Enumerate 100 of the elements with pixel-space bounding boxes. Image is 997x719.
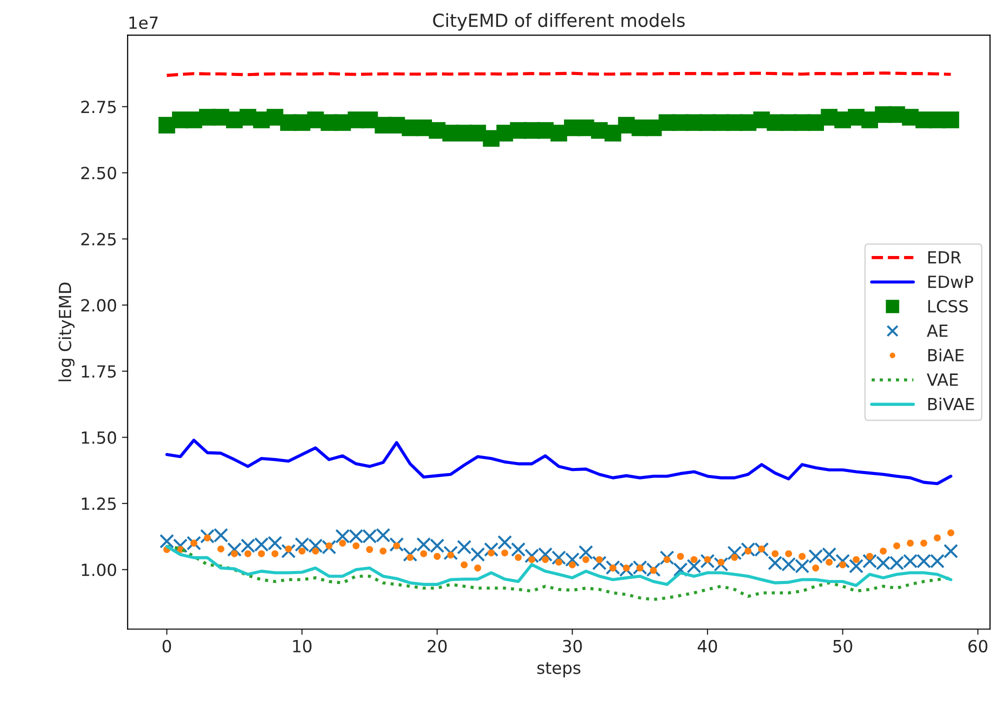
point	[190, 540, 198, 547]
point	[690, 556, 698, 564]
point	[934, 534, 941, 542]
point	[380, 548, 387, 555]
point	[920, 540, 928, 547]
point	[880, 548, 887, 555]
point	[204, 534, 211, 542]
x-tick-label: 30	[563, 640, 582, 652]
point	[528, 556, 536, 564]
y-tick-label: 1.75	[82, 365, 116, 378]
legend-label: VAE	[926, 374, 958, 386]
point	[366, 546, 374, 553]
point	[456, 540, 472, 554]
point	[406, 554, 414, 561]
point	[744, 548, 752, 555]
y-axis-title: log CityEMD	[58, 282, 75, 382]
point	[826, 558, 833, 566]
point	[326, 542, 332, 550]
point	[893, 542, 900, 550]
point	[460, 561, 468, 568]
legend-label: BiVAE	[928, 398, 974, 410]
text: 1e7	[129, 16, 158, 30]
point	[447, 552, 454, 559]
point	[555, 558, 562, 566]
x-tick-label: 20	[428, 640, 447, 652]
point	[731, 554, 738, 561]
x-tick-label: 50	[833, 640, 852, 652]
point	[772, 550, 779, 558]
point	[622, 564, 630, 572]
y-tick-label: 2.00	[81, 299, 116, 312]
point	[578, 545, 594, 560]
point	[542, 556, 549, 564]
point	[942, 112, 960, 128]
legend-label: EDR	[928, 251, 962, 264]
x-tick-label: 10	[293, 640, 312, 652]
point	[488, 549, 495, 556]
x-tick-label: 0	[162, 640, 172, 652]
x-tick-label: 40	[698, 640, 718, 652]
point	[609, 564, 616, 572]
point	[947, 529, 954, 536]
point	[852, 556, 860, 564]
legend-label: EDwP	[928, 276, 974, 288]
point	[474, 564, 482, 572]
y-tick-label: 2.75	[81, 100, 116, 114]
point	[785, 550, 792, 558]
point	[389, 537, 404, 552]
y-tick-label: 1.25	[82, 497, 116, 510]
y-tick-label: 1.50	[82, 431, 116, 444]
point	[217, 545, 224, 552]
point	[812, 564, 820, 572]
point	[663, 556, 670, 564]
point	[285, 545, 292, 552]
point	[497, 535, 512, 550]
point	[839, 561, 846, 568]
point	[312, 548, 319, 555]
point	[660, 550, 674, 565]
point	[230, 550, 238, 558]
point	[160, 534, 174, 549]
x-tick-label: 60	[968, 640, 988, 652]
y-tick-label: 2.50	[81, 166, 116, 180]
point	[906, 540, 914, 547]
point	[510, 542, 526, 557]
legend-label: LCSS	[928, 300, 968, 313]
point	[835, 554, 850, 568]
point	[258, 550, 265, 558]
legend-label: BiAE	[928, 348, 964, 362]
point	[758, 545, 766, 552]
point	[434, 552, 441, 560]
point	[420, 550, 428, 558]
point	[582, 556, 590, 564]
point	[352, 542, 360, 550]
point	[568, 561, 576, 568]
point	[470, 547, 486, 562]
point	[718, 558, 724, 566]
point	[271, 550, 278, 558]
y-tick-label: 2.25	[81, 232, 116, 246]
point	[848, 558, 864, 574]
point	[798, 552, 806, 560]
point	[677, 552, 684, 560]
point	[244, 550, 252, 558]
point	[596, 556, 603, 564]
point	[281, 544, 296, 558]
point	[393, 542, 400, 550]
point	[592, 556, 607, 570]
x-axis-title: steps	[537, 662, 580, 678]
point	[866, 552, 874, 560]
point	[402, 547, 418, 562]
point	[298, 548, 306, 555]
chart-title: CityEMD of different models	[433, 13, 685, 31]
point	[650, 566, 657, 574]
point	[514, 554, 522, 561]
point	[704, 556, 711, 564]
legend-label: AE	[926, 324, 948, 337]
point	[944, 544, 958, 558]
point	[501, 549, 508, 556]
line-series	[165, 438, 952, 486]
point	[443, 546, 458, 560]
point	[636, 564, 644, 572]
point	[484, 542, 499, 557]
y-tick-label: 1.00	[82, 564, 116, 576]
